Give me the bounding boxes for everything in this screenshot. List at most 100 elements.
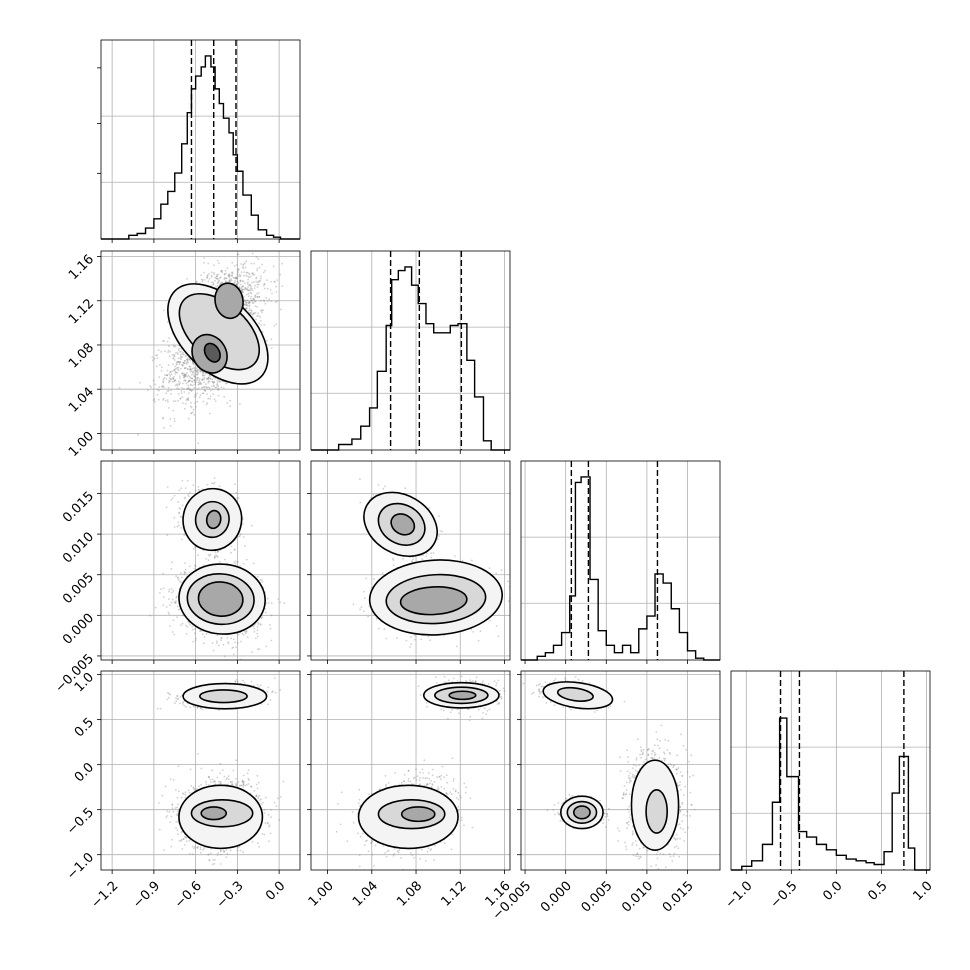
sample-point — [201, 279, 204, 281]
sample-point — [251, 299, 254, 302]
sample-point — [160, 370, 163, 372]
sample-point — [190, 412, 193, 415]
sample-point — [241, 290, 244, 293]
sample-point — [168, 588, 171, 591]
sample-point — [245, 293, 248, 296]
sample-point — [167, 386, 170, 389]
sample-point — [188, 389, 191, 391]
sample-point — [222, 643, 225, 646]
sample-point — [181, 576, 183, 579]
sample-point — [186, 626, 189, 628]
sample-point — [243, 300, 246, 303]
sample-point — [187, 384, 190, 387]
sample-point — [195, 394, 197, 397]
sample-point — [179, 377, 181, 380]
density-contour — [203, 342, 221, 363]
sample-point — [186, 375, 189, 378]
sample-point — [251, 313, 254, 316]
sample-point — [237, 249, 239, 251]
sample-point — [210, 271, 213, 274]
sample-point — [167, 321, 169, 323]
sample-point — [226, 402, 229, 404]
sample-point — [255, 318, 257, 321]
sample-point — [244, 545, 246, 547]
sample-point — [205, 403, 208, 406]
sample-point — [235, 560, 237, 563]
sample-point — [235, 277, 237, 280]
sample-point — [216, 384, 219, 386]
sample-point — [174, 379, 177, 382]
sample-point — [183, 571, 186, 574]
sample-point — [186, 359, 189, 361]
sample-point — [219, 276, 222, 279]
sample-point — [197, 376, 200, 379]
sample-point — [179, 360, 181, 363]
sample-point — [247, 310, 250, 312]
sample-point — [163, 426, 166, 429]
sample-point — [251, 289, 254, 292]
sample-point — [177, 608, 180, 611]
sample-point — [157, 349, 160, 351]
sample-point — [259, 280, 262, 282]
sample-point — [245, 260, 248, 263]
sample-point — [270, 280, 272, 283]
sample-point — [204, 390, 207, 392]
sample-point — [185, 361, 188, 364]
sample-point — [178, 511, 181, 514]
sample-point — [240, 271, 243, 274]
sample-point — [186, 358, 189, 361]
sample-point — [206, 274, 209, 277]
sample-point — [224, 280, 227, 282]
sample-point — [242, 536, 245, 538]
sample-point — [261, 309, 263, 311]
sample-point — [228, 273, 231, 275]
sample-point — [151, 359, 154, 362]
sample-point — [217, 280, 220, 283]
sample-point — [207, 262, 210, 265]
sample-point — [187, 386, 190, 389]
sample-point — [245, 304, 248, 306]
sample-point — [207, 382, 210, 384]
sample-point — [195, 379, 198, 382]
sample-point — [190, 390, 193, 393]
sample-point — [177, 366, 180, 369]
sample-point — [201, 379, 204, 381]
sample-point — [186, 479, 189, 482]
sample-point — [246, 299, 249, 302]
sample-point — [236, 273, 239, 276]
sample-point — [247, 272, 250, 275]
sample-point — [172, 619, 175, 622]
sample-point — [179, 355, 182, 357]
sample-point — [209, 374, 212, 377]
sample-point — [202, 372, 205, 375]
sample-point — [197, 554, 200, 557]
sample-point — [197, 383, 200, 386]
sample-point — [197, 369, 199, 371]
sample-point — [216, 275, 219, 278]
sample-point — [251, 252, 254, 255]
axes-frame — [520, 460, 721, 661]
sample-point — [204, 389, 207, 392]
sample-point — [208, 387, 211, 390]
sample-point — [190, 380, 193, 383]
sample-point — [234, 280, 236, 282]
sample-point — [184, 562, 187, 564]
sample-point — [177, 521, 180, 523]
sample-point — [162, 417, 164, 420]
sample-point — [179, 361, 182, 364]
sample-point — [256, 267, 259, 270]
sample-point — [382, 487, 385, 490]
sample-point — [151, 356, 154, 359]
sample-point — [208, 380, 211, 383]
sample-point — [259, 623, 262, 626]
sample-point — [283, 602, 286, 604]
sample-point — [296, 240, 298, 242]
sample-point — [173, 601, 176, 603]
sample-point — [178, 512, 181, 515]
sample-point — [195, 367, 198, 370]
sample-point — [207, 376, 210, 379]
sample-point — [181, 372, 183, 375]
sample-point — [206, 275, 209, 277]
histogram-step — [731, 717, 930, 871]
sample-point — [173, 369, 175, 372]
